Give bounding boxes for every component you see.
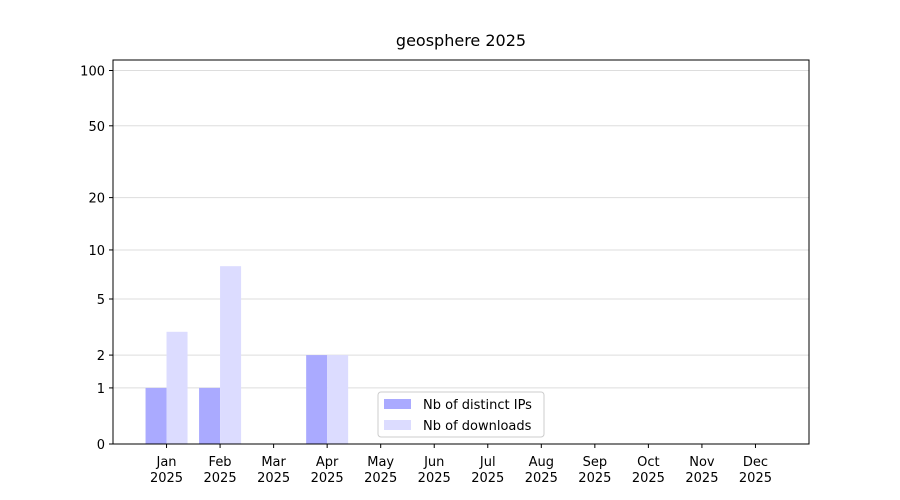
x-tick-label: Apr 2025 — [311, 455, 344, 486]
legend-label: Nb of downloads — [423, 419, 532, 434]
y-tick-label: 10 — [88, 244, 105, 259]
plot-frame — [112, 59, 810, 445]
bar — [199, 387, 221, 444]
x-tick-label: May 2025 — [364, 455, 397, 486]
bar — [327, 355, 349, 444]
legend-swatch — [384, 399, 411, 409]
bar — [306, 355, 328, 444]
y-tick-label: 20 — [88, 192, 105, 207]
y-tick-label: 50 — [88, 120, 105, 135]
x-tick-label: Mar 2025 — [257, 455, 290, 486]
x-tick-label: Jul 2025 — [471, 455, 504, 486]
x-tick-label: Jun 2025 — [418, 455, 451, 486]
legend-box — [377, 391, 545, 438]
x-tick-label: Jan 2025 — [150, 455, 183, 486]
x-tick-label: Dec 2025 — [739, 455, 772, 486]
legend-label: Nb of distinct IPs — [423, 398, 532, 413]
y-tick-label: 2 — [97, 349, 105, 364]
chart-title: geosphere 2025 — [396, 31, 526, 50]
x-tick-label: Nov 2025 — [685, 455, 718, 486]
bar — [220, 266, 242, 444]
x-tick-label: Aug 2025 — [525, 455, 558, 486]
bar — [145, 387, 167, 444]
y-tick-label: 1 — [97, 382, 105, 397]
x-tick-label: Sep 2025 — [578, 455, 611, 486]
y-tick-label: 100 — [80, 65, 105, 80]
legend-swatch — [384, 420, 411, 430]
y-tick-label: 5 — [97, 293, 105, 308]
bar — [166, 331, 188, 444]
x-tick-label: Feb 2025 — [204, 455, 237, 486]
y-tick-label: 0 — [97, 438, 105, 453]
x-tick-label: Oct 2025 — [632, 455, 665, 486]
